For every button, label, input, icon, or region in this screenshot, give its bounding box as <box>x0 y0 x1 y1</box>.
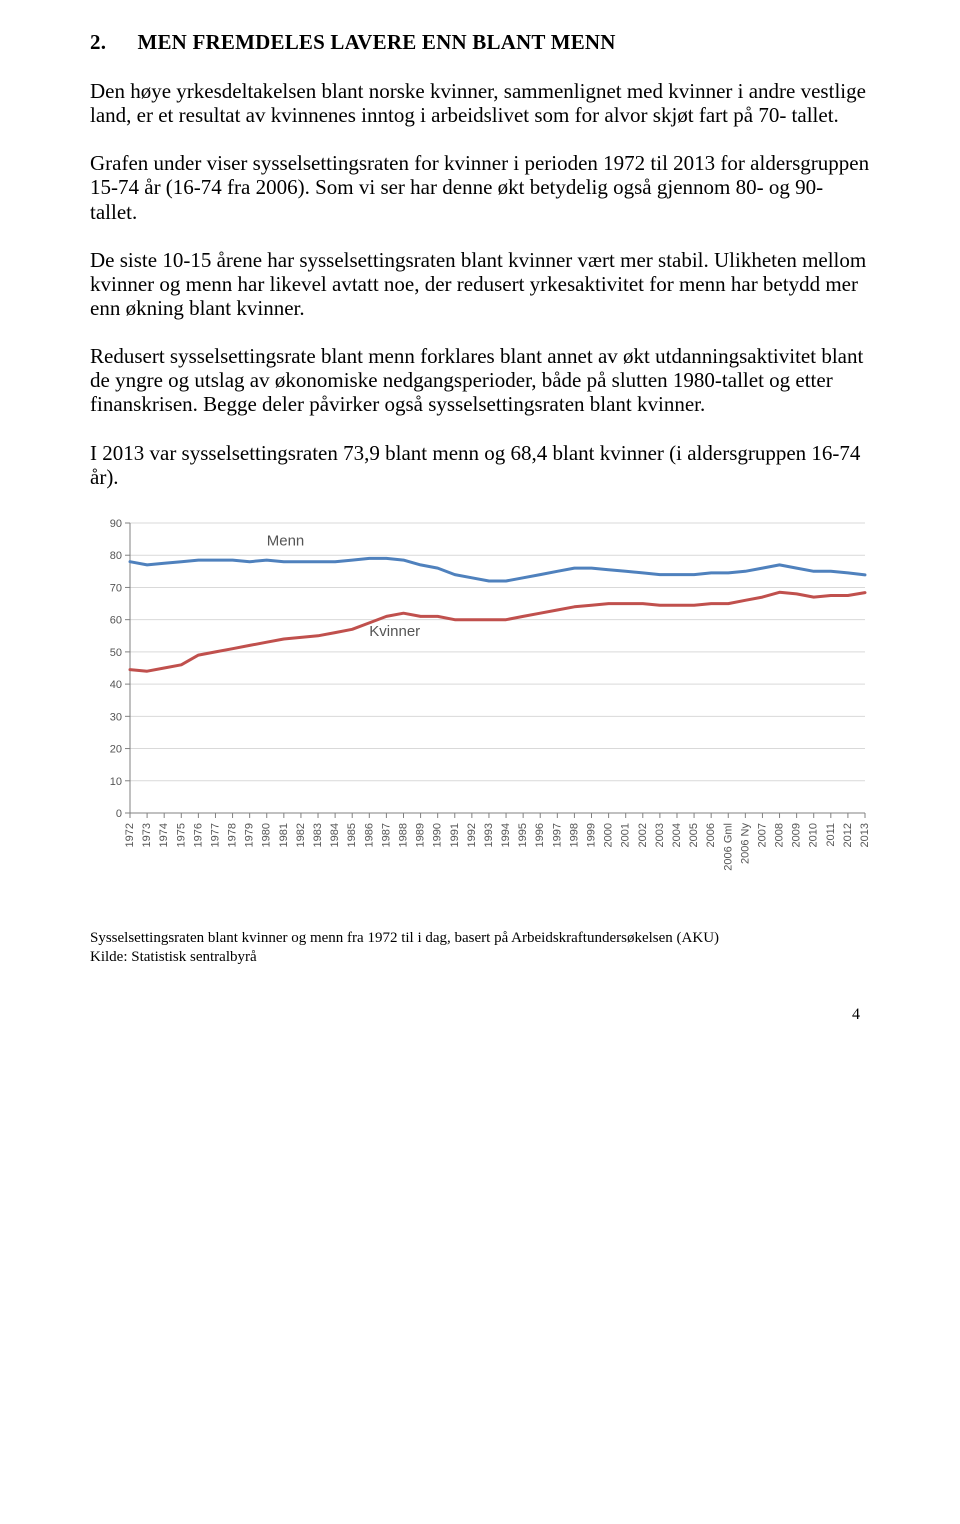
page-number: 4 <box>90 1006 870 1024</box>
svg-text:2008: 2008 <box>774 823 786 847</box>
svg-text:2007: 2007 <box>756 823 768 847</box>
svg-text:Kvinner: Kvinner <box>369 623 420 640</box>
paragraph-3: De siste 10-15 årene har sysselsettingsr… <box>90 248 870 320</box>
page: 2. MEN FREMDELES LAVERE ENN BLANT MENN D… <box>0 0 960 1044</box>
svg-text:1973: 1973 <box>141 823 153 847</box>
svg-text:2010: 2010 <box>808 823 820 847</box>
svg-text:2006: 2006 <box>705 823 717 847</box>
svg-text:40: 40 <box>110 679 122 691</box>
svg-text:60: 60 <box>110 614 122 626</box>
svg-text:Menn: Menn <box>267 532 305 549</box>
svg-text:1991: 1991 <box>449 823 461 847</box>
chart-caption: Sysselsettingsraten blant kvinner og men… <box>90 929 870 967</box>
svg-text:0: 0 <box>116 808 122 820</box>
svg-text:1998: 1998 <box>568 823 580 847</box>
svg-text:2004: 2004 <box>671 823 683 847</box>
svg-text:2000: 2000 <box>603 823 615 847</box>
svg-text:30: 30 <box>110 711 122 723</box>
svg-text:2001: 2001 <box>620 823 632 847</box>
svg-text:1999: 1999 <box>586 823 598 847</box>
caption-line-1: Sysselsettingsraten blant kvinner og men… <box>90 930 719 946</box>
paragraph-2: Grafen under viser sysselsettingsraten f… <box>90 151 870 223</box>
svg-text:20: 20 <box>110 743 122 755</box>
svg-text:1980: 1980 <box>261 823 273 847</box>
svg-text:90: 90 <box>110 518 122 530</box>
svg-text:1974: 1974 <box>158 823 170 847</box>
svg-text:1997: 1997 <box>551 823 563 847</box>
svg-text:50: 50 <box>110 647 122 659</box>
svg-text:1994: 1994 <box>500 823 512 847</box>
svg-text:1993: 1993 <box>483 823 495 847</box>
svg-text:1981: 1981 <box>278 823 290 847</box>
svg-text:2005: 2005 <box>688 823 700 847</box>
svg-text:2011: 2011 <box>825 823 837 847</box>
svg-text:1984: 1984 <box>329 823 341 847</box>
heading-number: 2. <box>90 30 132 55</box>
svg-text:2012: 2012 <box>842 823 854 847</box>
svg-text:1990: 1990 <box>432 823 444 847</box>
paragraph-1: Den høye yrkesdeltakelsen blant norske k… <box>90 79 870 127</box>
svg-text:2009: 2009 <box>791 823 803 847</box>
svg-text:1989: 1989 <box>415 823 427 847</box>
svg-text:1982: 1982 <box>295 823 307 847</box>
svg-text:1986: 1986 <box>363 823 375 847</box>
svg-text:1992: 1992 <box>466 823 478 847</box>
svg-text:80: 80 <box>110 550 122 562</box>
svg-text:1988: 1988 <box>397 823 409 847</box>
paragraph-5: I 2013 var sysselsettingsraten 73,9 blan… <box>90 441 870 489</box>
svg-text:1978: 1978 <box>227 823 239 847</box>
svg-text:70: 70 <box>110 582 122 594</box>
svg-text:1977: 1977 <box>209 823 221 847</box>
svg-text:1975: 1975 <box>175 823 187 847</box>
svg-text:2003: 2003 <box>654 823 666 847</box>
paragraph-4: Redusert sysselsettingsrate blant menn f… <box>90 344 870 416</box>
svg-text:1995: 1995 <box>517 823 529 847</box>
employment-rate-chart: 0 10 20 30 40 50 60 70 80 90 1972 1973 1974 1975 1976 1… <box>90 513 870 923</box>
caption-line-2: Kilde: Statistisk sentralbyrå <box>90 949 257 965</box>
svg-text:1976: 1976 <box>192 823 204 847</box>
svg-text:1987: 1987 <box>380 823 392 847</box>
svg-text:1996: 1996 <box>534 823 546 847</box>
svg-text:1972: 1972 <box>124 823 136 847</box>
svg-text:2006 Gml: 2006 Gml <box>722 823 734 871</box>
svg-text:2002: 2002 <box>637 823 649 847</box>
chart-container: 0 10 20 30 40 50 60 70 80 90 1972 1973 1974 1975 1976 1… <box>90 513 870 967</box>
svg-text:10: 10 <box>110 776 122 788</box>
svg-text:2013: 2013 <box>859 823 870 847</box>
svg-text:1983: 1983 <box>312 823 324 847</box>
heading-text: MEN FREMDELES LAVERE ENN BLANT MENN <box>137 30 615 54</box>
svg-text:1979: 1979 <box>244 823 256 847</box>
svg-text:2006 Ny: 2006 Ny <box>739 822 751 863</box>
section-heading: 2. MEN FREMDELES LAVERE ENN BLANT MENN <box>90 30 870 55</box>
svg-text:1985: 1985 <box>346 823 358 847</box>
